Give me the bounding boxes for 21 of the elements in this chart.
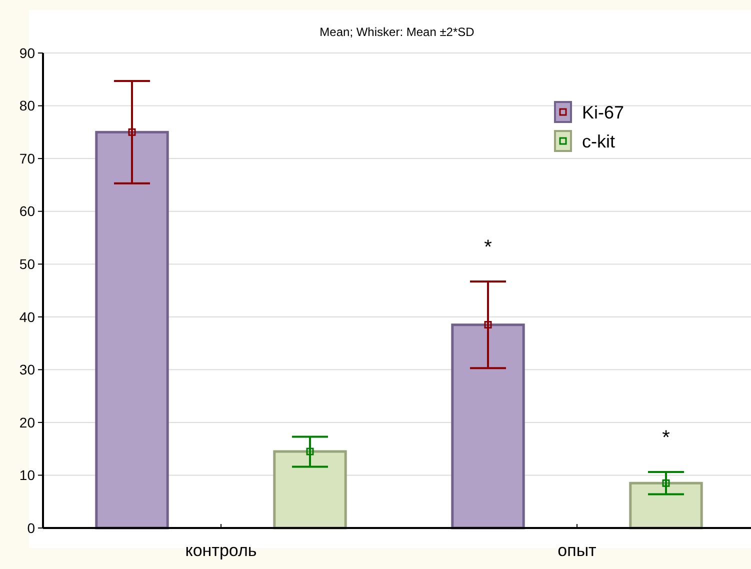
y-tick-label: 30 xyxy=(19,362,36,378)
bar xyxy=(629,482,703,530)
y-tick-label: 10 xyxy=(19,467,36,484)
bar xyxy=(95,130,169,530)
annotation: * xyxy=(484,236,492,259)
y-tick-label: 60 xyxy=(19,203,36,220)
annotation: * xyxy=(662,427,670,450)
y-tick-label: 0 xyxy=(27,520,36,536)
x-tick-label: контроль xyxy=(185,541,257,560)
legend-label: Ki-67 xyxy=(582,102,624,122)
y-tick-label: 80 xyxy=(19,98,36,114)
bar xyxy=(451,324,525,530)
chart-title: Mean; Whisker: Mean ±2*SD xyxy=(320,25,475,39)
bar xyxy=(273,450,347,530)
y-tick-label: 50 xyxy=(19,256,36,272)
y-tick-label: 20 xyxy=(19,414,36,430)
y-tick-label: 40 xyxy=(19,308,36,325)
legend-label: c-kit xyxy=(582,131,615,152)
y-tick-label: 70 xyxy=(19,150,36,166)
x-tick-label: опыт xyxy=(558,541,597,560)
y-tick-label: 90 xyxy=(19,44,36,61)
